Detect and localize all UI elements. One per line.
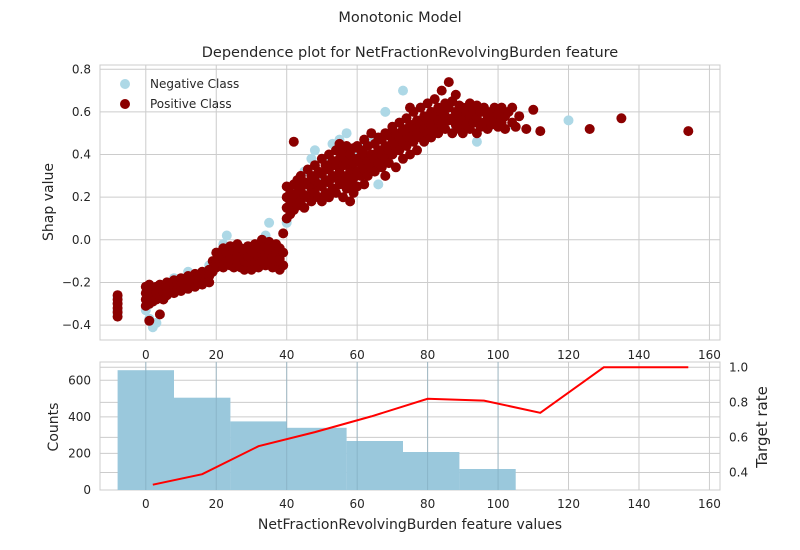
scatter-legend: Negative Class Positive Class xyxy=(120,77,239,111)
target-rate-line xyxy=(152,366,689,486)
histogram-right-axis-label: Target rate xyxy=(753,386,771,469)
positive-class-point xyxy=(278,260,289,271)
x-tick-label: 0 xyxy=(142,497,150,511)
histogram-bars xyxy=(117,362,516,490)
histogram-ticks: 0 20 40 60 80 100 120 140 160 0 200 400 600 0.4 0.6 0.8… xyxy=(68,360,748,511)
positive-class-point xyxy=(112,311,123,322)
y-tick-label: 400 xyxy=(68,410,91,424)
positive-class-point xyxy=(204,277,215,288)
x-tick-label: 40 xyxy=(279,497,294,511)
positive-class-point xyxy=(450,89,461,100)
y-tick-label: 0 xyxy=(83,483,91,497)
positive-class-point xyxy=(507,102,518,113)
x-tick-label: 160 xyxy=(698,348,721,362)
histogram-bar xyxy=(174,397,231,490)
negative-class-point xyxy=(341,128,352,139)
x-tick-label: 140 xyxy=(628,348,651,362)
x-tick-label: 0 xyxy=(142,348,150,362)
histogram-y-axis-label: Counts xyxy=(46,403,62,452)
positive-class-point xyxy=(359,179,370,190)
positive-class-point xyxy=(528,104,539,115)
negative-class-point xyxy=(373,179,384,190)
positive-class-point xyxy=(436,85,447,96)
y-tick-label: 0.4 xyxy=(72,148,91,162)
y-tick-label: 0.6 xyxy=(72,105,91,119)
positive-class-point xyxy=(521,124,532,134)
scatter-points xyxy=(112,77,694,333)
histogram-bar xyxy=(459,469,516,490)
x-tick-label: 20 xyxy=(209,348,224,362)
y2-tick-label: 0.8 xyxy=(729,395,748,409)
y-tick-label: −0.2 xyxy=(62,275,91,289)
x-tick-label: 100 xyxy=(487,348,510,362)
x-tick-label: 20 xyxy=(209,497,224,511)
negative-class-point xyxy=(563,115,574,126)
negative-class-point xyxy=(221,230,232,241)
scatter-y-axis-label: Shap value xyxy=(41,163,57,241)
positive-class-series xyxy=(112,77,694,326)
positive-class-point xyxy=(616,113,627,124)
histogram-x-axis-label: NetFractionRevolvingBurden feature value… xyxy=(258,517,562,533)
positive-class-point xyxy=(345,196,356,207)
y-tick-label: −0.4 xyxy=(62,318,91,332)
negative-class-point xyxy=(471,136,482,147)
x-tick-label: 120 xyxy=(557,348,580,362)
y-tick-label: 600 xyxy=(68,373,91,387)
positive-class-point xyxy=(278,228,289,239)
positive-class-point xyxy=(510,121,521,132)
scatter-title: Dependence plot for NetFractionRevolving… xyxy=(202,45,619,61)
y-tick-label: 0.0 xyxy=(72,233,91,247)
y2-tick-label: 0.4 xyxy=(729,465,748,479)
histogram-bar xyxy=(346,441,403,490)
legend-marker-positive xyxy=(120,99,130,109)
positive-class-point xyxy=(299,202,310,213)
positive-class-point xyxy=(278,247,289,258)
figure-suptitle: Monotonic Model xyxy=(338,10,461,26)
positive-class-point xyxy=(535,126,546,137)
positive-class-point xyxy=(500,124,511,134)
x-tick-label: 80 xyxy=(420,497,435,511)
positive-class-point xyxy=(683,126,694,137)
negative-class-point xyxy=(264,217,275,228)
positive-class-point xyxy=(380,170,391,181)
positive-class-point xyxy=(412,145,422,156)
x-tick-label: 60 xyxy=(350,348,365,362)
positive-class-point xyxy=(154,309,165,320)
negative-class-point xyxy=(380,106,391,117)
legend-marker-negative xyxy=(120,79,130,89)
dependence-plot: Dependence plot for NetFractionRevolving… xyxy=(41,45,721,362)
x-tick-label: 160 xyxy=(698,497,721,511)
negative-class-point xyxy=(398,85,408,96)
positive-class-point xyxy=(584,124,595,134)
x-tick-label: 100 xyxy=(487,497,510,511)
positive-class-point xyxy=(144,315,155,326)
y-tick-label: 0.2 xyxy=(72,190,91,204)
y2-tick-label: 0.6 xyxy=(729,430,748,444)
legend-label-negative: Negative Class xyxy=(150,77,239,91)
y-tick-label: 200 xyxy=(68,446,91,460)
x-tick-label: 60 xyxy=(350,497,365,511)
histogram-bar xyxy=(403,452,460,490)
target-rate-polyline xyxy=(152,366,689,486)
y-tick-label: 0.8 xyxy=(72,62,91,76)
positive-class-point xyxy=(443,77,454,88)
y2-tick-label: 1.0 xyxy=(729,360,748,374)
positive-class-point xyxy=(429,94,440,105)
scatter-ticks: 0 20 40 60 80 100 120 140 160 −0.4 −0.2 0.0 0.2 0.4 0.… xyxy=(62,62,721,362)
x-tick-label: 140 xyxy=(628,497,651,511)
x-tick-label: 40 xyxy=(279,348,294,362)
histogram-bar xyxy=(286,427,347,490)
positive-class-point xyxy=(514,111,525,122)
x-tick-label: 80 xyxy=(420,348,435,362)
histogram-plot: 0 20 40 60 80 100 120 140 160 0 200 400 600 0.4 0.6 0.8… xyxy=(46,360,771,533)
negative-class-point xyxy=(309,145,320,156)
positive-class-point xyxy=(390,162,401,173)
positive-class-point xyxy=(288,136,299,147)
x-tick-label: 120 xyxy=(557,497,580,511)
legend-label-positive: Positive Class xyxy=(150,97,232,111)
